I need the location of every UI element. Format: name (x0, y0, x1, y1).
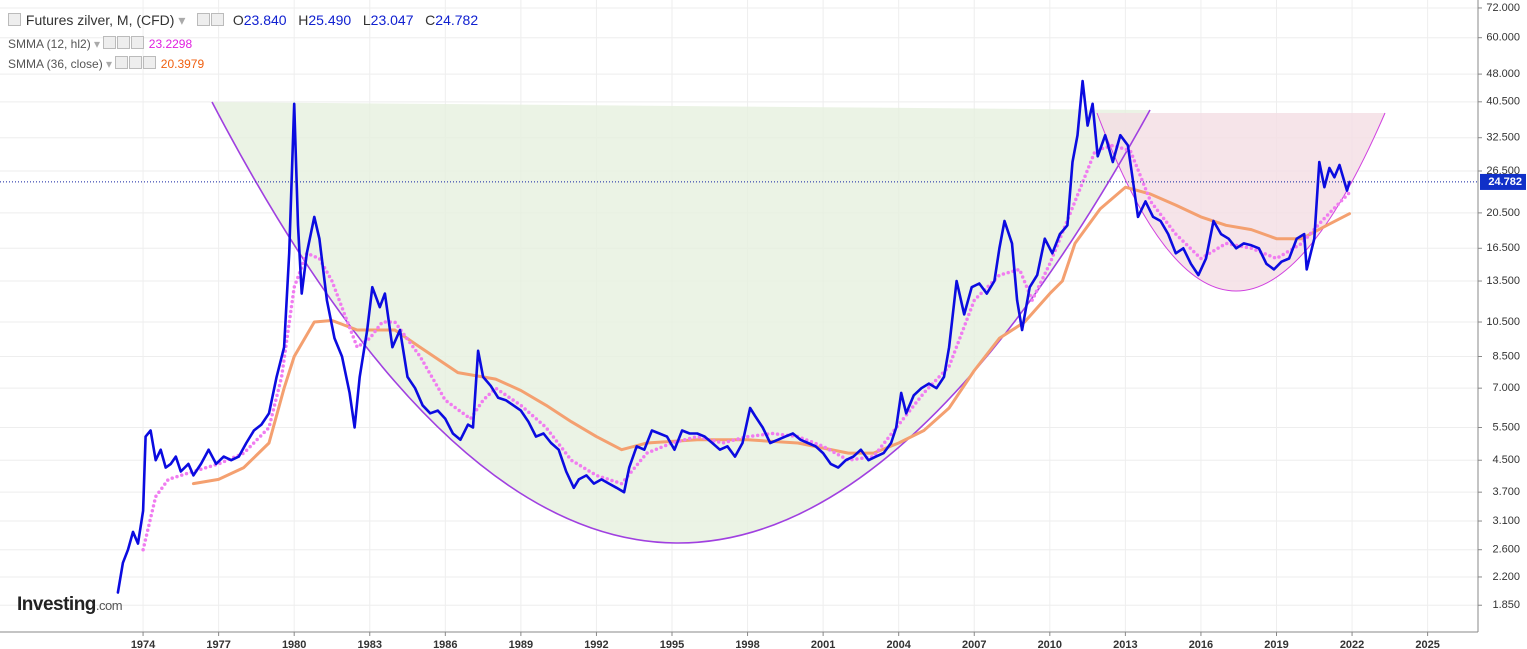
cup-shade (212, 102, 1150, 544)
logo-brand: Investing (17, 594, 96, 615)
indicator-1: SMMA (12, hl2) ▾ 23.2298 (8, 36, 193, 51)
y-tick-label: 26.500 (1486, 165, 1520, 177)
handle-shade (1097, 113, 1385, 291)
last-price-box (1480, 173, 1526, 190)
y-tick-label: 13.500 (1486, 275, 1520, 287)
settings-icon[interactable] (117, 36, 131, 49)
eye-icon[interactable] (115, 56, 129, 69)
x-tick-label: 1983 (358, 639, 382, 649)
x-tick-label: 1986 (433, 639, 457, 649)
low-key: L (362, 12, 371, 28)
settings-icon[interactable] (129, 56, 143, 69)
smma-line (141, 143, 1352, 552)
collapse-icon[interactable] (8, 13, 21, 26)
x-tick-label: 2004 (886, 639, 911, 649)
indicator-value: 23.2298 (148, 37, 193, 51)
axis-labels: 1.850 2.200 2.600 3.100 3.700 4.500 5.500 7.000… (131, 2, 1526, 649)
x-tick-label: 2019 (1264, 639, 1288, 649)
y-tick-label: 32.500 (1486, 132, 1520, 144)
y-tick-label: 20.500 (1486, 207, 1520, 219)
open: 23.840 (243, 12, 287, 28)
y-tick-label: 48.000 (1486, 68, 1520, 80)
y-tick-label: 3.700 (1492, 486, 1520, 498)
x-tick-label: 1974 (131, 639, 156, 649)
indicator-name: SMMA (36, close) (8, 57, 103, 71)
x-tick-label: 1995 (660, 639, 684, 649)
indicator-2: SMMA (36, close) ▾ 20.3979 (8, 56, 205, 71)
close-icon[interactable] (143, 56, 157, 69)
y-tick-label: 4.500 (1492, 454, 1520, 466)
y-tick-label: 1.850 (1492, 599, 1520, 611)
close-key: C (425, 12, 436, 28)
logo: Investing.com (17, 594, 123, 616)
y-tick-label: 16.500 (1486, 242, 1520, 254)
smma-line (191, 185, 1351, 486)
high-key: H (298, 12, 309, 28)
x-tick-label: 2013 (1113, 639, 1137, 649)
close: 24.782 (435, 12, 479, 28)
eye-icon[interactable] (103, 36, 117, 49)
y-tick-label: 8.500 (1492, 350, 1520, 362)
x-tick-label: 2025 (1415, 639, 1439, 649)
x-tick-label: 1980 (282, 639, 306, 649)
x-tick-label: 1989 (509, 639, 533, 649)
y-tick-label: 2.200 (1492, 571, 1520, 583)
header: Futures zilver, M, (CFD) ▾ O23.840 H25.4… (8, 12, 478, 29)
low: 23.047 (370, 12, 414, 28)
x-tick-label: 2016 (1189, 639, 1213, 649)
y-tick-label: 10.500 (1486, 316, 1520, 328)
indicator-name: SMMA (12, hl2) (8, 37, 91, 51)
eye-icon[interactable] (197, 13, 211, 26)
x-tick-label: 1977 (206, 639, 230, 649)
open-key: O (232, 12, 244, 28)
x-tick-label: 1998 (735, 639, 759, 649)
high: 25.490 (308, 12, 352, 28)
settings-icon[interactable] (211, 13, 225, 26)
symbol-title: Futures zilver, M, (CFD) (25, 12, 175, 28)
y-tick-label: 72.000 (1486, 2, 1520, 14)
y-tick-label: 3.100 (1492, 515, 1520, 527)
y-tick-label: 7.000 (1492, 382, 1520, 394)
y-tick-label: 40.500 (1486, 96, 1520, 108)
y-tick-label: 5.500 (1492, 421, 1520, 433)
logo-suffix: .com (95, 598, 123, 613)
last-price-label: 24.782 (1488, 176, 1522, 188)
x-tick-label: 2001 (811, 639, 835, 649)
y-tick-label: 2.600 (1492, 544, 1520, 556)
indicator-value: 20.3979 (160, 57, 205, 71)
price-line (116, 79, 1351, 594)
x-tick-label: 2007 (962, 639, 986, 649)
y-tick-label: 60.000 (1486, 32, 1520, 44)
close-icon[interactable] (131, 36, 145, 49)
x-tick-label: 1992 (584, 639, 608, 649)
x-tick-label: 2022 (1340, 639, 1364, 649)
x-tick-label: 2010 (1038, 639, 1062, 649)
series-lines (0, 79, 1478, 594)
